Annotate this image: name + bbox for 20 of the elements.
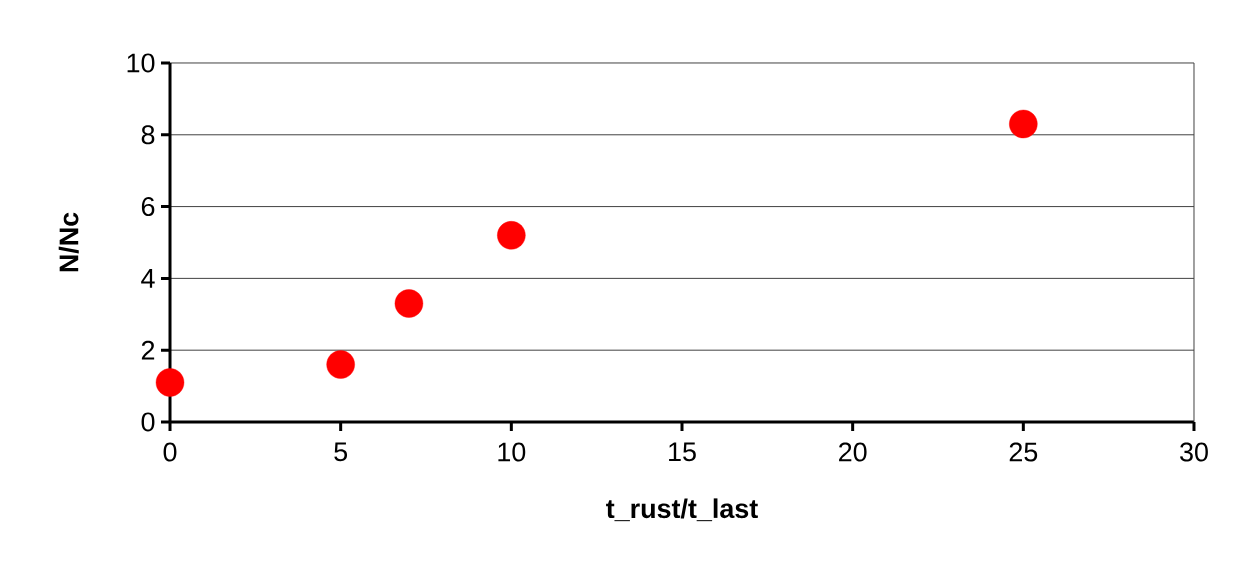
- x-tick-label: 5: [334, 442, 348, 462]
- x-tick-label: 15: [669, 442, 696, 462]
- x-tick-label: 20: [839, 442, 867, 462]
- x-tick-label: 10: [498, 442, 526, 462]
- y-tick-label: 2: [141, 340, 155, 360]
- x-tick-label: 0: [163, 442, 177, 462]
- point: [1009, 109, 1038, 139]
- x-tick-label: 25: [1009, 442, 1038, 462]
- point: [394, 289, 424, 318]
- x-axis-title: t_rust/t_last: [606, 498, 758, 522]
- x-tick-label: 30: [1180, 442, 1208, 462]
- point: [155, 368, 185, 397]
- y-axis-title: N/Nc: [58, 212, 79, 272]
- point: [497, 221, 526, 250]
- y-tick-label: 10: [127, 53, 155, 73]
- y-tick-label: 6: [141, 197, 155, 217]
- point: [326, 350, 355, 379]
- y-tick-label: 8: [141, 125, 155, 145]
- y-tick-label: 0: [141, 412, 155, 432]
- y-tick-label: 4: [141, 269, 155, 288]
